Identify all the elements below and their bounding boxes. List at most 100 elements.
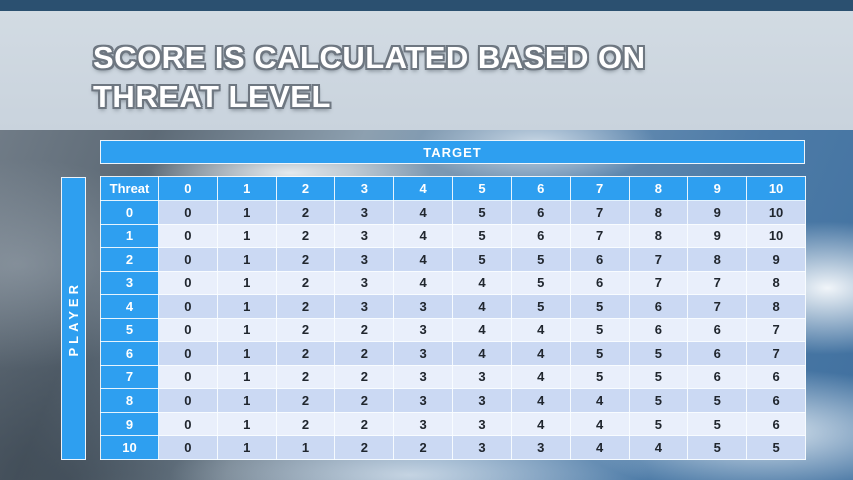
score-cell: 4 [393,223,454,249]
score-cell: 3 [452,364,512,390]
threat-row-header: 3 [100,270,159,296]
score-cell: 3 [452,388,512,413]
threat-row-header: 2 [100,247,159,272]
target-column-header: 5 [452,176,512,201]
threat-row-header: 4 [100,294,159,319]
score-cell: 3 [393,364,454,390]
score-cell: 4 [510,341,571,366]
score-cell: 3 [334,247,395,272]
score-cell: 2 [275,364,336,390]
score-cell: 3 [393,294,454,319]
score-cell: 5 [628,341,689,366]
score-cell: 7 [569,223,630,249]
score-cell: 4 [569,411,630,437]
score-cell: 0 [158,270,218,296]
player-label: PLAYER [66,280,81,357]
score-cell: 9 [746,247,806,272]
score-cell: 0 [158,200,218,225]
score-cell: 3 [334,270,395,296]
target-column-header: 7 [569,176,630,201]
score-cell: 0 [158,364,218,390]
score-cell: 10 [746,200,806,225]
score-cell: 2 [334,388,395,413]
target-column-header: 9 [687,176,748,201]
threat-corner-cell: Threat [100,176,159,201]
threat-row-header: 8 [100,388,159,413]
score-cell: 6 [687,317,748,343]
target-column-header: 4 [393,176,454,201]
score-cell: 4 [393,200,454,225]
score-cell: 0 [158,388,218,413]
column-header-row: Threat 0 1 2 3 4 5 6 7 8 9 10 [100,176,806,201]
title-band: SCORE IS CALCULATED BASED ON THREAT LEVE… [0,11,853,130]
score-cell: 5 [628,411,689,437]
score-cell: 2 [334,317,395,343]
score-cell: 5 [569,317,630,343]
score-cell: 5 [569,294,630,319]
score-cell: 4 [393,247,454,272]
score-cell: 0 [158,247,218,272]
player-axis-header: PLAYER [61,177,86,460]
score-cell: 0 [158,411,218,437]
score-cell: 5 [510,294,571,319]
score-cell: 3 [334,200,395,225]
score-cell: 6 [687,364,748,390]
score-cell: 6 [510,200,571,225]
score-cell: 4 [452,270,512,296]
score-cell: 6 [569,270,630,296]
score-cell: 5 [452,223,512,249]
score-cell: 9 [687,223,748,249]
target-column-header: 8 [628,176,689,201]
score-cell: 1 [216,364,277,390]
score-cell: 5 [628,388,689,413]
score-cell: 7 [628,247,689,272]
threat-row-header: 7 [100,364,159,390]
score-cell: 2 [334,364,395,390]
score-cell: 0 [158,317,218,343]
score-cell: 4 [510,388,571,413]
score-cell: 7 [569,200,630,225]
score-cell: 3 [334,294,395,319]
score-cell: 8 [628,200,689,225]
score-cell: 2 [275,200,336,225]
score-cell: 4 [452,341,512,366]
score-cell: 0 [158,223,218,249]
score-cell: 5 [687,435,748,460]
score-cell: 3 [452,435,512,460]
score-cell: 4 [510,317,571,343]
score-cell: 6 [628,294,689,319]
target-column-header: 1 [216,176,277,201]
score-cell: 8 [746,294,806,319]
score-cell: 2 [334,341,395,366]
score-cell: 6 [510,223,571,249]
score-cell: 3 [452,411,512,437]
target-column-header: 3 [334,176,395,201]
score-cell: 7 [746,341,806,366]
threat-row-header: 0 [100,200,159,225]
score-cell: 9 [687,200,748,225]
score-cell: 5 [628,364,689,390]
score-cell: 1 [216,270,277,296]
target-column-header: 0 [158,176,218,201]
score-cell: 5 [569,364,630,390]
threat-row-header: 6 [100,341,159,366]
score-cell: 5 [510,270,571,296]
score-cell: 1 [216,435,277,460]
score-cell: 2 [275,341,336,366]
score-cell: 6 [569,247,630,272]
score-cell: 5 [510,247,571,272]
top-strip [0,0,853,11]
score-cell: 5 [687,388,748,413]
target-column-header: 6 [510,176,571,201]
score-cell: 2 [275,223,336,249]
score-cell: 0 [158,435,218,460]
score-cell: 8 [687,247,748,272]
table-row: 0 0 1 2 3 4 5 6 7 8 9 10 [100,200,806,225]
score-cell: 2 [275,411,336,437]
